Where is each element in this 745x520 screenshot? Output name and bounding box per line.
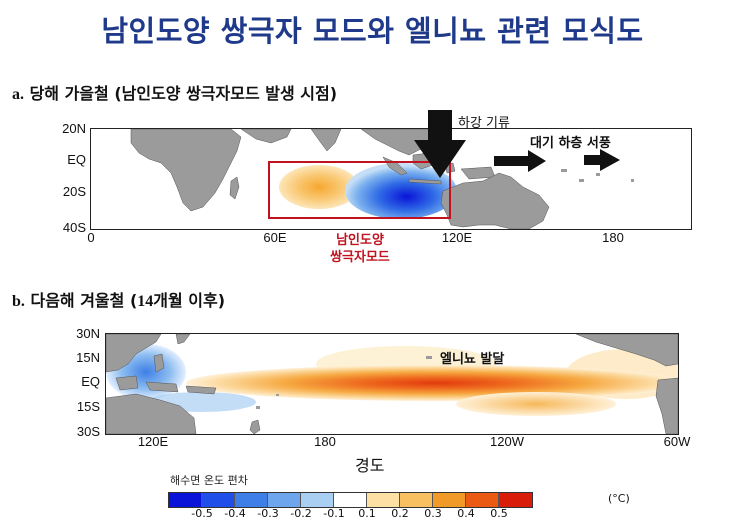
colorbar-swatch	[466, 493, 499, 507]
colorbar-swatch	[169, 493, 202, 507]
north-america-landmass	[575, 334, 678, 367]
colorbar-swatch	[367, 493, 400, 507]
philippines-landmass	[153, 353, 165, 373]
colorbar-tick-label: 0.5	[490, 507, 508, 520]
warm-anomaly-west	[279, 165, 359, 209]
panel-a-lat-label: 20S	[62, 184, 86, 199]
africa-landmass	[130, 129, 242, 212]
colorbar-swatch	[301, 493, 334, 507]
colorbar-title: 해수면 온도 편차	[170, 474, 248, 487]
panel-a-lat-label: 40S	[62, 220, 86, 235]
panel-a-lat-label: EQ	[67, 152, 86, 167]
dipole-region-box	[268, 161, 451, 219]
panel-a-lon-label: 120E	[441, 230, 473, 245]
colorbar-swatch	[202, 493, 235, 507]
panel-a-lon-label: 180	[602, 230, 624, 245]
colorbar-swatch	[400, 493, 433, 507]
pacific-islands	[561, 169, 634, 182]
panel-b-map-graphic	[106, 334, 678, 434]
panel-a-heading-text: 당해 가을철 (남인도양 쌍극자모드 발생 시점)	[29, 84, 338, 103]
panel-b-lat-label: 15N	[76, 350, 100, 365]
colorbar-swatch	[235, 493, 268, 507]
panel-a-map	[90, 128, 692, 230]
asia-landmass	[106, 334, 162, 373]
panel-a-map-graphic	[130, 129, 634, 229]
panel-a-letter: a.	[12, 86, 24, 103]
panel-b-lon-label: 120E	[137, 434, 169, 449]
panel-a-lon-label: 60E	[263, 230, 287, 245]
pacific-islands-b	[256, 356, 432, 409]
japan-landmass	[175, 334, 191, 345]
india-landmass	[310, 129, 342, 152]
el-nino-label: 엘니뇨 발달	[440, 352, 505, 367]
panel-b-heading-pre: 다음해 겨울철 (	[30, 291, 138, 310]
australia-landmass-b	[106, 393, 197, 434]
panel-b-heading-post: 개월 이후)	[153, 291, 226, 310]
south-pacific-warm	[456, 392, 616, 416]
panel-b-letter: b.	[12, 293, 25, 310]
westerly-label: 대기 하층 서풍	[530, 136, 611, 151]
southeast-asia-landmass	[360, 129, 452, 156]
colorbar	[168, 492, 533, 508]
new-zealand-landmass	[249, 419, 261, 434]
panel-a-lat-label: 20N	[62, 121, 86, 136]
panel-b-lat-label: 30N	[76, 326, 100, 341]
panel-a-lon-label: 0	[87, 230, 95, 245]
page-title: 남인도양 쌍극자 모드와 엘니뇨 관련 모식도	[101, 14, 644, 48]
australia-landmass	[440, 172, 550, 229]
dipole-label-line2: 쌍극자모드	[330, 250, 390, 265]
panel-b-lon-label: 180	[314, 434, 336, 449]
downdraft-label: 하강 기류	[458, 116, 510, 131]
el-nino-warm-tongue	[186, 365, 678, 401]
dipole-region-label: 남인도양 쌍극자모드	[310, 232, 410, 266]
panel-a-heading: a. 당해 가을철 (남인도양 쌍극자모드 발생 시점)	[12, 80, 337, 104]
panel-b-lat-label: EQ	[81, 374, 100, 389]
panel-b-lon-label: 60W	[663, 434, 691, 449]
colorbar-unit: (°C)	[608, 492, 630, 505]
x-axis-label: 경도	[355, 456, 385, 475]
panel-b-heading: b. 다음해 겨울철 (14개월 이후)	[12, 287, 225, 311]
madagascar-landmass	[229, 176, 240, 200]
dipole-label-line1: 남인도양	[336, 233, 384, 248]
colorbar-swatch	[499, 493, 532, 507]
colorbar-swatch	[334, 493, 367, 507]
arabia-landmass	[240, 129, 292, 144]
panel-b-lat-label: 15S	[76, 399, 100, 414]
maritime-islands	[115, 375, 217, 395]
colorbar-swatch	[268, 493, 301, 507]
south-america-landmass	[655, 377, 678, 434]
panel-b-lon-label: 120W	[490, 434, 524, 449]
colorbar-swatch	[433, 493, 466, 507]
panel-b-lat-label: 30S	[76, 424, 100, 439]
panel-b-heading-num: 14	[137, 293, 154, 310]
panel-b-map	[105, 333, 679, 435]
